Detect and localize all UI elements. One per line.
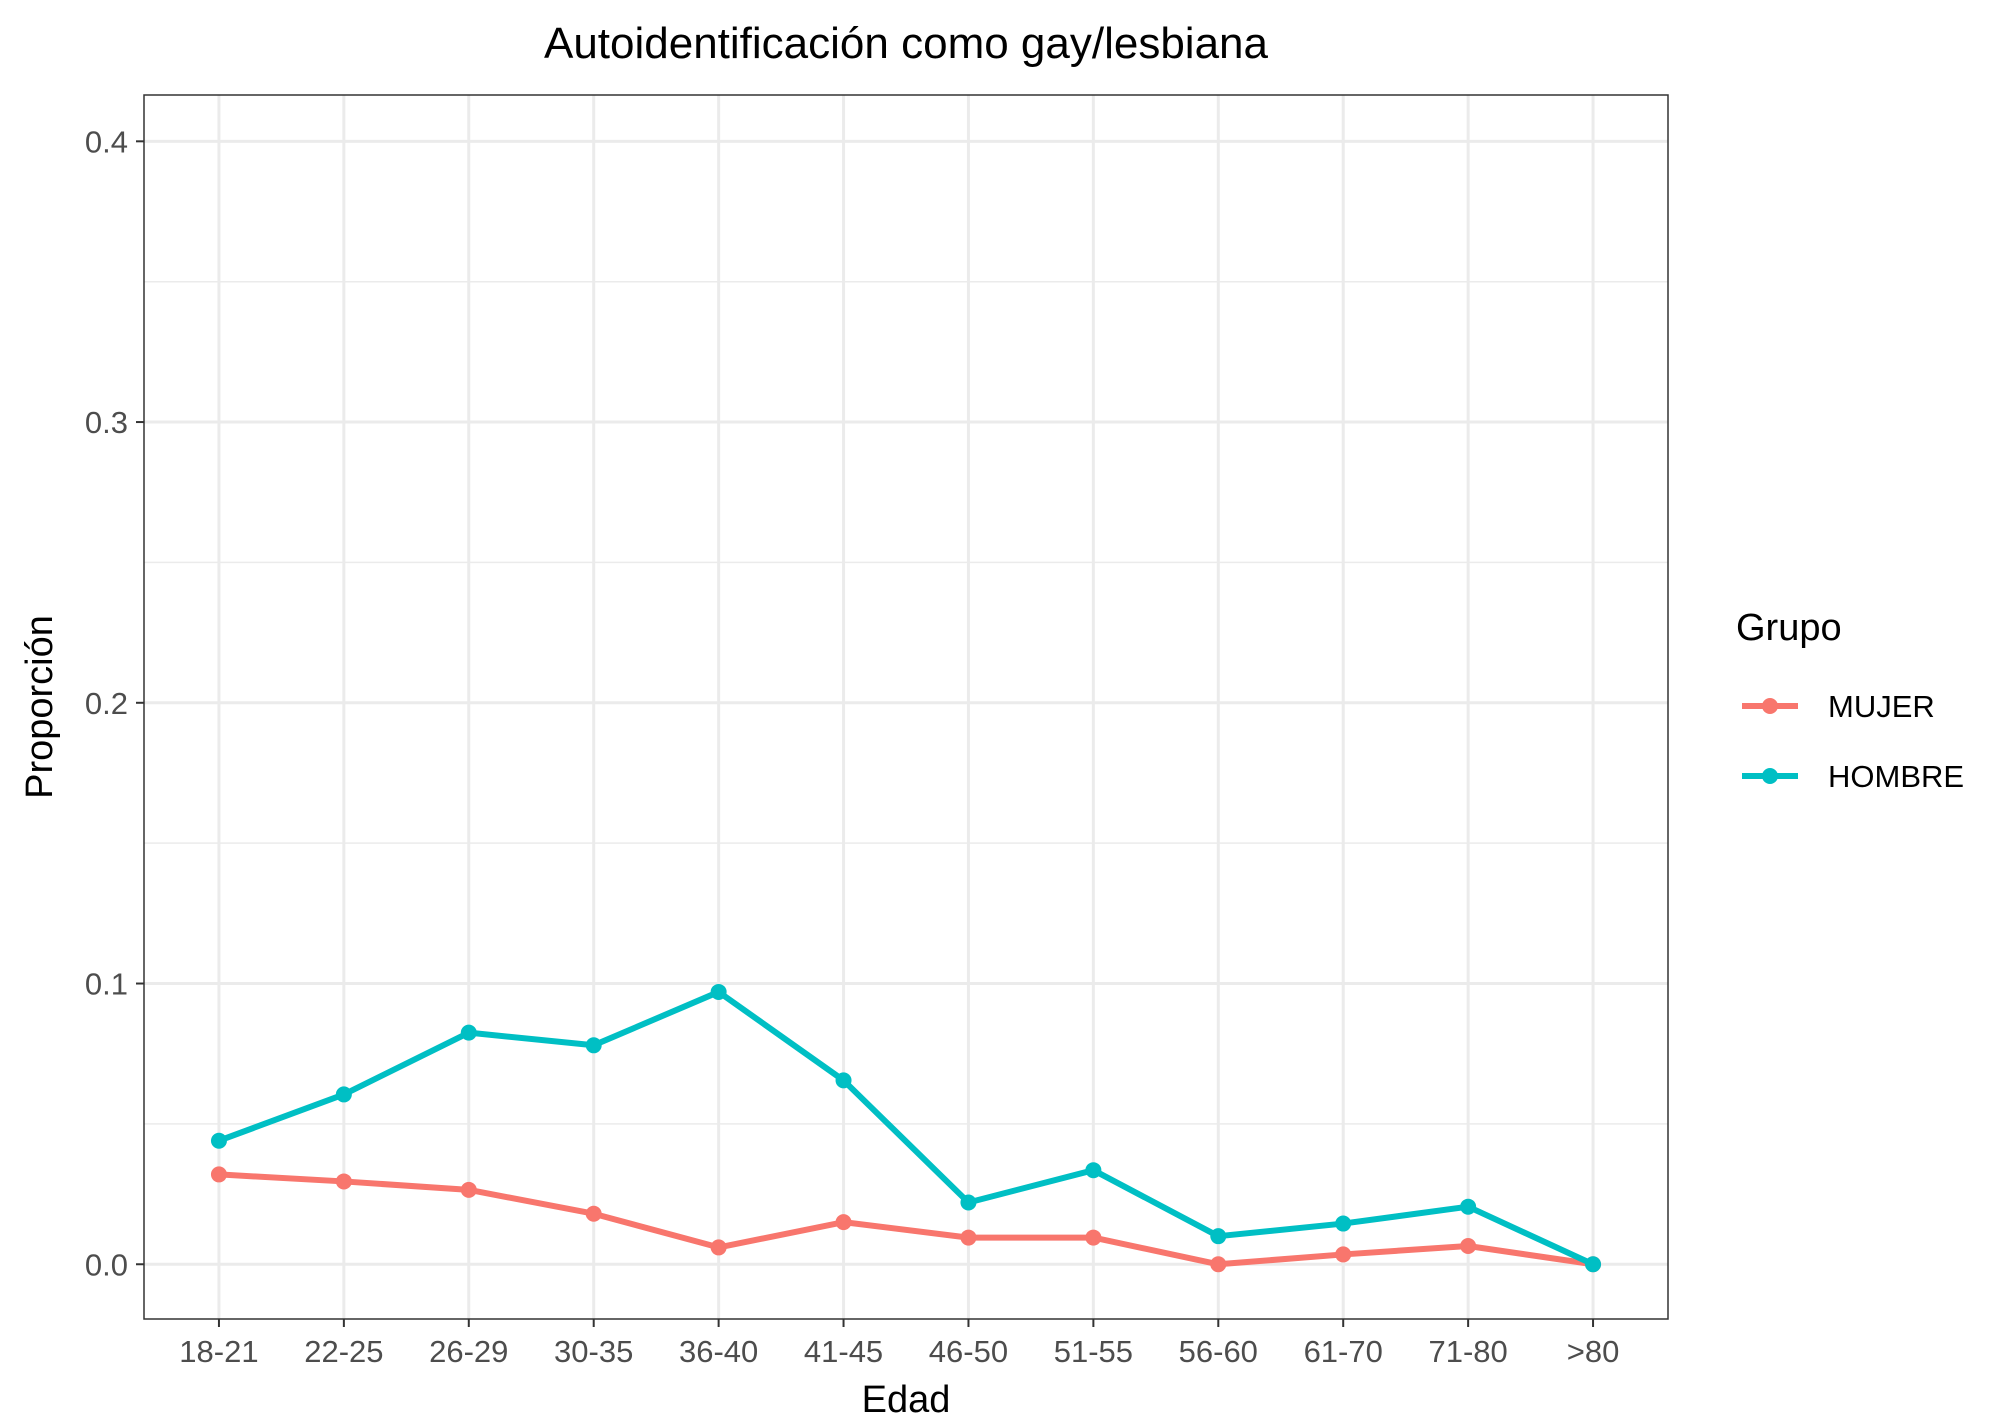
data-point-hombre: [710, 983, 727, 1000]
data-point-mujer: [835, 1214, 852, 1231]
data-point-mujer: [710, 1239, 727, 1256]
data-point-mujer: [585, 1205, 602, 1222]
x-tick-label: 36-40: [679, 1334, 758, 1369]
y-axis: 0.0 0.1 0.2 0.3 0.4: [85, 124, 144, 1282]
y-tick-label: 0.3: [85, 405, 128, 440]
data-point-hombre: [1335, 1215, 1352, 1232]
legend-key-point-mujer: [1762, 698, 1778, 714]
x-tick-label: 71-80: [1428, 1334, 1507, 1369]
legend-label-hombre: HOMBRE: [1828, 759, 1964, 794]
x-tick-label: >80: [1567, 1334, 1620, 1369]
data-point-mujer: [1335, 1246, 1352, 1263]
grid-lines: [144, 95, 1668, 1319]
y-tick-label: 0.0: [85, 1247, 128, 1282]
x-tick-label: 18-21: [179, 1334, 258, 1369]
x-tick-label: 30-35: [554, 1334, 633, 1369]
x-tick-label: 56-60: [1179, 1334, 1258, 1369]
series-layer: [210, 983, 1602, 1273]
legend-label-mujer: MUJER: [1828, 689, 1935, 724]
data-point-hombre: [585, 1037, 602, 1054]
data-point-hombre: [1585, 1256, 1602, 1273]
data-point-mujer: [1460, 1238, 1477, 1255]
chart-title: Autoidentificación como gay/lesbiana: [544, 19, 1269, 68]
data-point-mujer: [460, 1181, 477, 1198]
legend-title: Grupo: [1736, 607, 1842, 649]
x-tick-label: 26-29: [429, 1334, 508, 1369]
x-tick-label: 51-55: [1054, 1334, 1133, 1369]
x-tick-label: 61-70: [1304, 1334, 1383, 1369]
series-line-hombre: [217, 988, 1595, 1267]
y-tick-label: 0.1: [85, 967, 128, 1002]
x-axis-title: Edad: [862, 1379, 951, 1421]
y-axis-title: Proporción: [19, 615, 61, 799]
series-line-mujer: [218, 1171, 1594, 1268]
data-point-mujer: [1085, 1229, 1102, 1246]
x-tick-label: 46-50: [929, 1334, 1008, 1369]
data-point-hombre: [335, 1086, 352, 1103]
data-point-hombre: [835, 1072, 852, 1089]
data-point-hombre: [960, 1194, 977, 1211]
data-point-hombre: [210, 1132, 227, 1149]
data-point-mujer: [335, 1173, 352, 1190]
data-point-hombre: [1460, 1198, 1477, 1215]
legend-key-point-hombre: [1762, 768, 1778, 784]
x-axis: 18-21 22-25 26-29 30-35 36-40 41-45 46-50 51-55…: [179, 1319, 1619, 1369]
data-point-mujer: [960, 1229, 977, 1246]
data-point-mujer: [1210, 1256, 1227, 1273]
data-point-hombre: [460, 1024, 477, 1041]
data-point-mujer: [210, 1166, 227, 1183]
panel-border: [143, 94, 1669, 1320]
data-point-hombre: [1210, 1228, 1227, 1245]
x-tick-label: 22-25: [304, 1334, 383, 1369]
legend: Grupo MUJER HOMBRE: [1736, 607, 1964, 794]
data-point-hombre: [1085, 1162, 1102, 1179]
x-tick-label: 41-45: [804, 1334, 883, 1369]
y-tick-label: 0.4: [85, 124, 128, 159]
y-tick-label: 0.2: [85, 686, 128, 721]
